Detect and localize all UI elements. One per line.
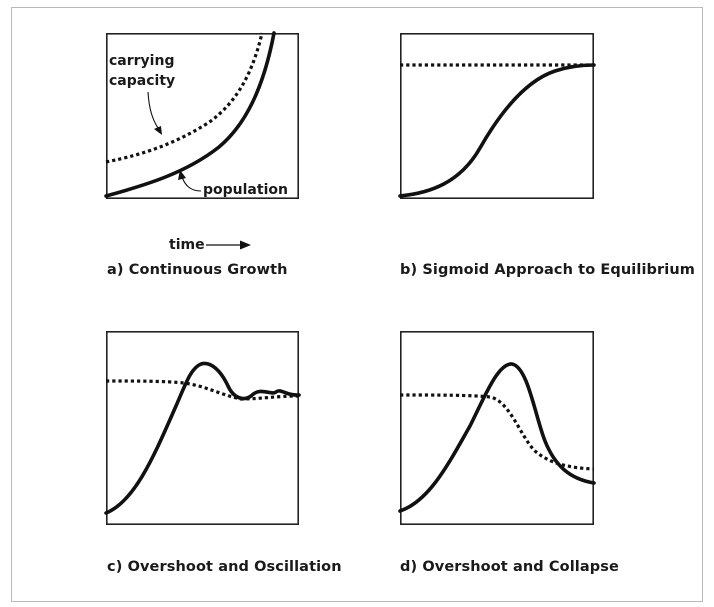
panel-d-box xyxy=(400,331,594,525)
population-label: population xyxy=(203,182,288,198)
panel-d-carrying-capacity-curve xyxy=(399,393,595,471)
panel-c-title: c) Overshoot and Oscillation xyxy=(107,559,342,575)
carrying-capacity-pointer-arrow xyxy=(147,91,162,135)
time-axis-label: time xyxy=(169,237,205,253)
panel-d-title: d) Overshoot and Collapse xyxy=(400,559,619,575)
panel-a-plot xyxy=(104,31,299,199)
time-arrow-icon xyxy=(206,240,251,250)
carrying-capacity-label-line1: carrying xyxy=(109,53,175,69)
panel-d-plot xyxy=(398,331,596,525)
panel-b-title: b) Sigmoid Approach to Equilibrium xyxy=(400,262,695,278)
figure-frame xyxy=(11,7,703,602)
panel-c-population-curve xyxy=(104,361,301,515)
panel-a-population-curve xyxy=(104,31,276,198)
panel-a-title: a) Continuous Growth xyxy=(107,262,288,278)
panel-b-population-curve xyxy=(398,63,596,198)
panel-c-plot xyxy=(104,331,301,525)
panel-b-plot xyxy=(398,33,596,199)
panel-c-carrying-capacity-curve xyxy=(105,379,300,401)
panel-a-box xyxy=(106,33,299,199)
panel-c-box xyxy=(106,331,299,525)
population-pointer-arrow xyxy=(178,170,202,192)
panel-b-box xyxy=(400,33,594,199)
carrying-capacity-label: carrying capacity xyxy=(109,51,175,91)
carrying-capacity-label-line2: capacity xyxy=(109,73,176,89)
panel-d-population-curve xyxy=(398,362,596,513)
